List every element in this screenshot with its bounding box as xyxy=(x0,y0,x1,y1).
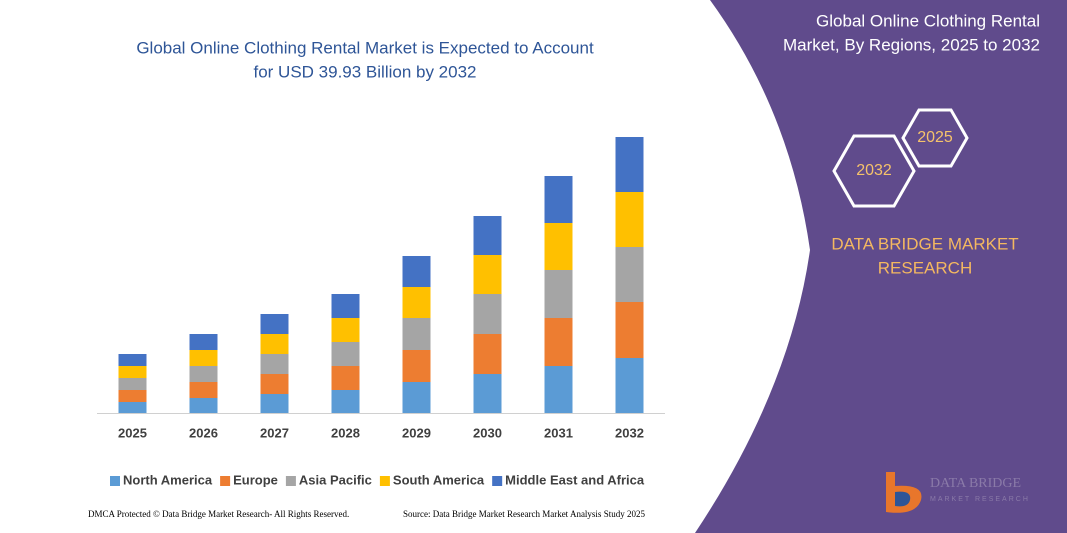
side-panel xyxy=(695,0,1067,533)
bar-segment xyxy=(260,334,289,354)
chart-title: for USD 39.93 Billion by 2032 xyxy=(253,62,476,81)
legend-swatch xyxy=(285,476,296,486)
bar-segment xyxy=(402,382,431,413)
bar-segment xyxy=(544,176,573,223)
bar-segment xyxy=(402,287,431,318)
x-tick-label: 2026 xyxy=(189,425,218,440)
x-tick-label: 2027 xyxy=(260,425,289,440)
hexagon xyxy=(901,108,969,168)
hexagon-label: 2032 xyxy=(856,162,892,179)
bar-segment xyxy=(189,398,218,413)
x-tick-label: 2030 xyxy=(473,425,502,440)
panel-title: Market, By Regions, 2025 to 2032 xyxy=(783,35,1040,54)
bar-segment xyxy=(544,270,573,318)
bar-segment xyxy=(189,334,218,350)
bar-segment xyxy=(260,314,289,334)
legend-swatch xyxy=(379,476,390,486)
bar-segment xyxy=(473,255,502,294)
x-tick-label: 2031 xyxy=(544,425,573,440)
legend-label: Europe xyxy=(233,472,278,487)
bar-segment xyxy=(331,390,360,413)
bar-segment xyxy=(189,382,218,398)
panel-title: Global Online Clothing Rental xyxy=(816,11,1040,30)
bar-segment xyxy=(402,350,431,382)
bar-segment xyxy=(473,374,502,413)
bar-segment xyxy=(544,366,573,413)
brand: RESEARCH xyxy=(878,258,972,277)
bar-segment xyxy=(402,318,431,350)
bar-segment xyxy=(118,366,147,378)
footer-right: Source: Data Bridge Market Research Mark… xyxy=(403,509,645,519)
bar-segment xyxy=(473,216,502,255)
bar-segment xyxy=(615,247,644,302)
bar-segment xyxy=(615,302,644,358)
bar-segment xyxy=(615,192,644,247)
bar-segment xyxy=(473,294,502,334)
legend-label: South America xyxy=(393,472,485,487)
bar-segment xyxy=(260,374,289,394)
bar-segment xyxy=(189,350,218,366)
bar-segment xyxy=(544,318,573,366)
bar-segment xyxy=(260,394,289,413)
logo-text: MARKET RESEARCH xyxy=(930,496,1030,503)
logo-mark xyxy=(895,491,911,507)
bar-segment xyxy=(118,390,147,402)
chart-title: Global Online Clothing Rental Market is … xyxy=(136,38,594,57)
footer-left: DMCA Protected © Data Bridge Market Rese… xyxy=(88,509,349,519)
legend-swatch xyxy=(492,476,503,486)
logo-text: DATA BRIDGE xyxy=(930,476,1021,491)
legend-label: Asia Pacific xyxy=(299,472,372,487)
hexagon xyxy=(832,134,916,208)
bar-segment xyxy=(331,318,360,342)
bar-segment xyxy=(473,334,502,374)
x-tick-label: 2028 xyxy=(331,425,360,440)
bar-segment xyxy=(331,294,360,318)
legend-label: Middle East and Africa xyxy=(505,472,645,487)
bar-segment xyxy=(402,256,431,287)
bar-segment xyxy=(118,354,147,366)
bar-segment xyxy=(544,223,573,270)
bar-segment xyxy=(615,358,644,413)
x-tick-label: 2029 xyxy=(402,425,431,440)
bar-segment xyxy=(331,342,360,366)
bar-segment xyxy=(331,366,360,390)
legend-swatch xyxy=(220,476,231,486)
x-tick-label: 2032 xyxy=(615,425,644,440)
brand: DATA BRIDGE MARKET xyxy=(831,234,1018,253)
bar-segment xyxy=(118,378,147,390)
bar-segment xyxy=(118,402,147,413)
legend-label: North America xyxy=(123,472,213,487)
bar-segment xyxy=(260,354,289,374)
bar-segment xyxy=(189,366,218,382)
bar-segment xyxy=(615,137,644,192)
x-tick-label: 2025 xyxy=(118,425,147,440)
hexagon-label: 2025 xyxy=(917,129,953,146)
legend-swatch xyxy=(110,476,120,486)
